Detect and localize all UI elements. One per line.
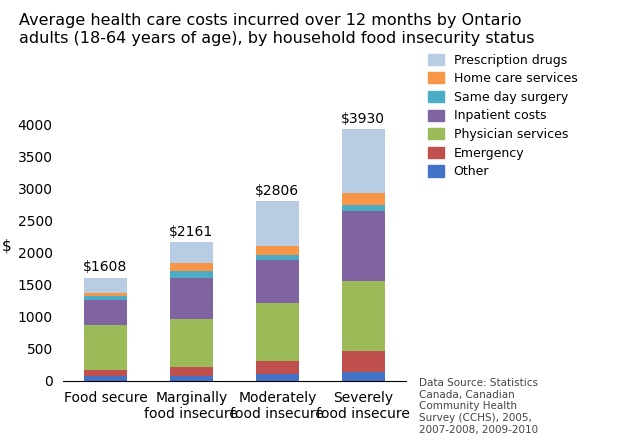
Text: Average health care costs incurred over 12 months by Ontario
adults (18-64 years: Average health care costs incurred over … — [19, 13, 534, 46]
Text: $2161: $2161 — [169, 225, 214, 239]
Bar — [170, 263, 213, 271]
Bar — [256, 303, 299, 361]
Y-axis label: $: $ — [2, 239, 11, 254]
Legend: Prescription drugs, Home care services, Same day surgery, Inpatient costs, Physi: Prescription drugs, Home care services, … — [425, 51, 580, 181]
Bar — [84, 370, 127, 376]
Bar — [170, 278, 213, 319]
Bar — [170, 376, 213, 381]
Text: $3930: $3930 — [341, 112, 385, 126]
Bar — [256, 260, 299, 303]
Bar — [256, 374, 299, 381]
Bar — [256, 255, 299, 260]
Bar — [342, 351, 385, 372]
Text: Data Source: Statistics
Canada, Canadian
Community Health
Survey (CCHS), 2005,
2: Data Source: Statistics Canada, Canadian… — [419, 378, 538, 435]
Bar — [84, 296, 127, 301]
Bar — [256, 361, 299, 374]
Text: $1608: $1608 — [83, 260, 127, 274]
Bar — [342, 129, 385, 193]
Bar — [256, 246, 299, 255]
Bar — [170, 319, 213, 367]
Bar — [256, 201, 299, 246]
Bar — [170, 271, 213, 278]
Bar — [170, 367, 213, 376]
Bar — [170, 242, 213, 263]
Bar — [342, 281, 385, 351]
Bar — [84, 278, 127, 293]
Bar — [342, 205, 385, 211]
Bar — [342, 211, 385, 281]
Bar — [342, 372, 385, 381]
Text: $2806: $2806 — [255, 184, 299, 198]
Bar — [84, 293, 127, 296]
Bar — [342, 193, 385, 205]
Bar — [84, 301, 127, 325]
Bar — [84, 325, 127, 370]
Bar — [84, 376, 127, 381]
